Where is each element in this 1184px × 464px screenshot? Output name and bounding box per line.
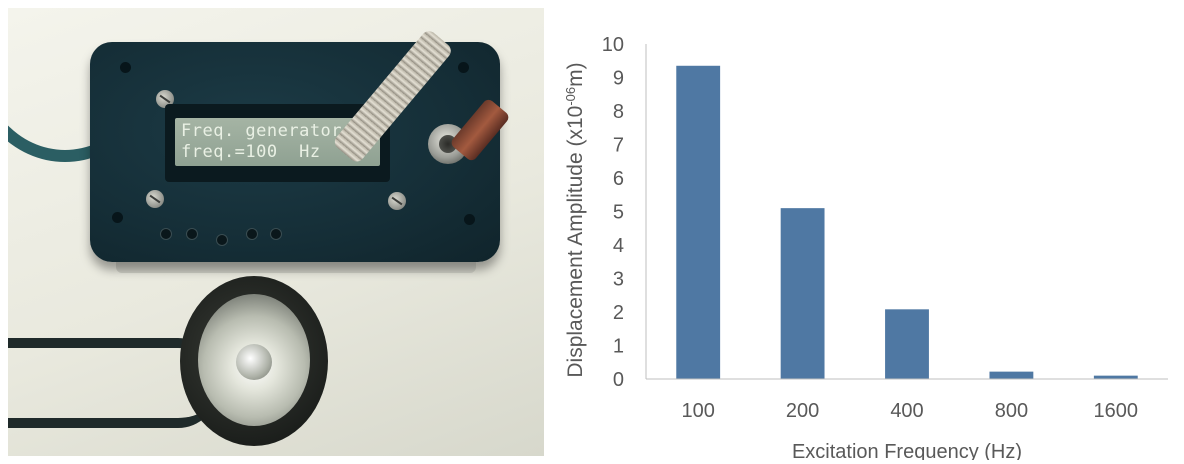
screw-icon bbox=[146, 190, 164, 208]
speaker-housing bbox=[180, 276, 328, 446]
device-button bbox=[246, 228, 258, 240]
bar-400-hz bbox=[885, 309, 929, 379]
y-tick-label: 10 bbox=[602, 34, 624, 56]
speaker-center bbox=[236, 344, 272, 380]
device-button bbox=[270, 228, 282, 240]
y-tick-label: 8 bbox=[613, 101, 624, 123]
bar-1600-hz bbox=[1093, 375, 1138, 379]
bars bbox=[676, 65, 1138, 380]
y-tick-label: 7 bbox=[613, 135, 624, 157]
x-axis-ticks: 100 200 400 800 1600 bbox=[682, 400, 1139, 422]
y-tick-label: 1 bbox=[613, 336, 624, 358]
bar-chart: 0 1 2 3 4 5 6 7 8 9 10 100 200 400 800 1600 Displaceme… bbox=[563, 34, 1168, 460]
x-tick-label: 800 bbox=[995, 400, 1028, 422]
x-axis-label: Excitation Frequency (Hz) bbox=[792, 441, 1022, 460]
y-tick-label: 5 bbox=[613, 202, 624, 224]
lcd-line-2: freq.=100 Hz bbox=[181, 142, 321, 162]
device-button bbox=[186, 228, 198, 240]
frequency-generator-box: Freq. generator freq.=100 Hz bbox=[90, 42, 500, 262]
y-axis-label-main: Displacement Amplitude (x10 bbox=[564, 106, 587, 378]
y-tick-label: 3 bbox=[613, 269, 624, 291]
y-axis-label: Displacement Amplitude (x10-06m) bbox=[563, 62, 588, 377]
screw-icon bbox=[156, 90, 174, 108]
x-tick-label: 400 bbox=[890, 400, 923, 422]
y-tick-label: 2 bbox=[613, 302, 624, 324]
x-tick-label: 200 bbox=[786, 400, 819, 422]
x-tick-label: 1600 bbox=[1094, 400, 1139, 422]
x-tick-label: 100 bbox=[682, 400, 715, 422]
y-axis-ticks: 0 1 2 3 4 5 6 7 8 9 10 bbox=[602, 34, 624, 391]
bar-100-hz bbox=[676, 65, 721, 380]
device-button bbox=[160, 228, 172, 240]
corner-hole bbox=[464, 214, 475, 225]
y-tick-label: 6 bbox=[613, 168, 624, 190]
bar-200-hz bbox=[780, 208, 825, 379]
speaker-lens bbox=[198, 294, 310, 426]
device-button bbox=[216, 234, 228, 246]
y-axis-label-unit: m) bbox=[564, 62, 587, 87]
speaker-cable bbox=[8, 338, 218, 428]
corner-hole bbox=[112, 212, 123, 223]
y-tick-label: 0 bbox=[613, 369, 624, 391]
screw-icon bbox=[388, 192, 406, 210]
y-tick-label: 4 bbox=[613, 235, 624, 257]
corner-hole bbox=[458, 62, 469, 73]
y-tick-label: 9 bbox=[613, 68, 624, 90]
y-axis-label-exponent: -06 bbox=[563, 87, 578, 106]
bar-800-hz bbox=[989, 371, 1034, 379]
device-photo: Freq. generator freq.=100 Hz bbox=[8, 8, 544, 456]
lcd-line-1: Freq. generator bbox=[181, 121, 343, 141]
corner-hole bbox=[120, 62, 131, 73]
